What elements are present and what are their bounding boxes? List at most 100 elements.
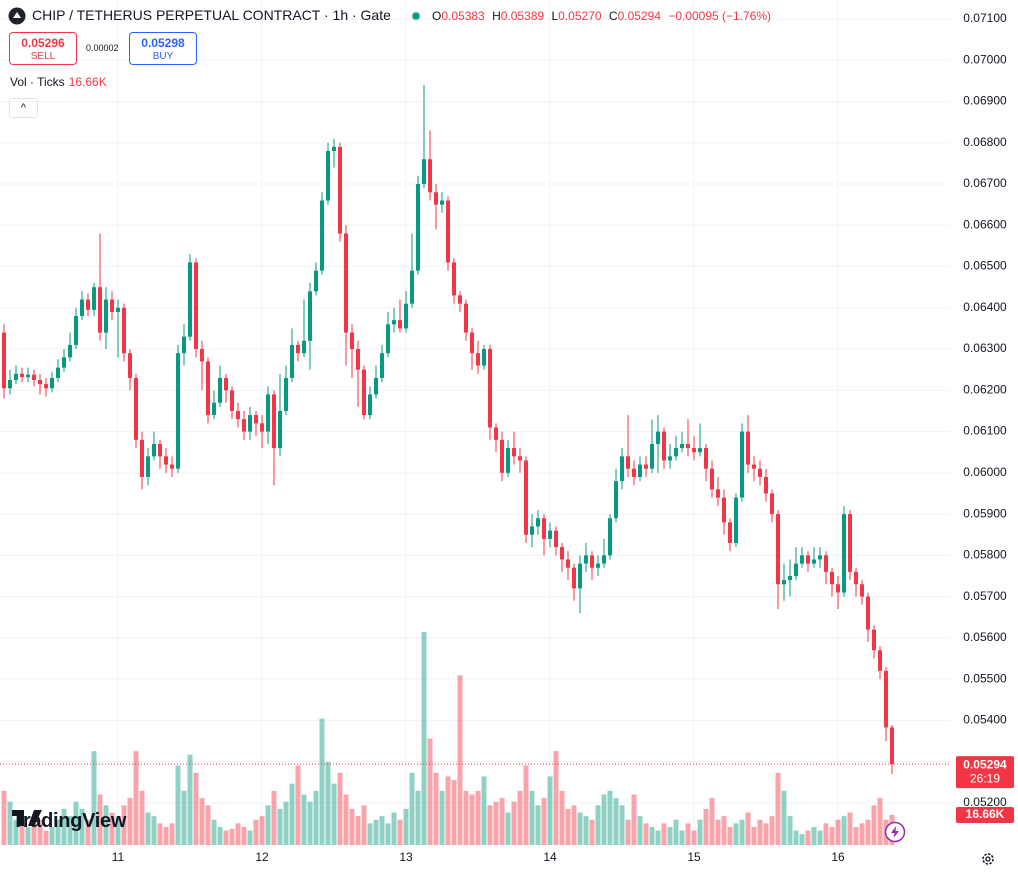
- volume-bar: [829, 826, 835, 845]
- candle-body: [98, 287, 102, 333]
- candle-body: [578, 563, 582, 589]
- volume-bar: [427, 738, 433, 845]
- candle-body: [542, 518, 546, 539]
- volume-value-label: 16.66K: [966, 807, 1005, 821]
- candle-body: [26, 374, 30, 378]
- volume-bar: [211, 819, 217, 845]
- y-tick-label: 0.06900: [963, 94, 1007, 108]
- candle-body: [164, 456, 168, 465]
- y-tick-label: 0.05800: [963, 548, 1007, 562]
- volume-bar: [175, 765, 181, 845]
- y-tick-label: 0.07000: [963, 52, 1007, 66]
- last-price-box: [956, 756, 1014, 789]
- volume-bar: [1, 790, 7, 845]
- x-tick-label: 12: [255, 850, 269, 864]
- volume-bar: [559, 790, 565, 845]
- volume-bar: [139, 790, 145, 845]
- volume-bar: [391, 812, 397, 845]
- candle-body: [278, 410, 282, 449]
- candle-body: [284, 377, 288, 411]
- volume-bar: [163, 826, 169, 845]
- candle-body: [476, 353, 480, 366]
- candle-body: [818, 555, 822, 560]
- volume-bar: [805, 830, 811, 845]
- candle-body: [836, 584, 840, 593]
- volume-bar: [13, 819, 19, 845]
- candle-body: [302, 340, 306, 354]
- candle-body: [608, 518, 612, 556]
- candle-body: [200, 349, 204, 362]
- sell-price: 0.05296: [21, 36, 65, 50]
- volume-bar: [313, 790, 319, 845]
- volume-bar: [331, 783, 337, 845]
- volume-bar: [583, 816, 589, 845]
- y-tick-label: 0.05400: [963, 713, 1007, 727]
- candle-body: [440, 200, 444, 205]
- legend-key: O: [432, 9, 442, 23]
- candle-body: [308, 291, 312, 341]
- volume-bar: [595, 805, 601, 845]
- volume-bar: [589, 819, 595, 845]
- settings-button[interactable]: [979, 850, 997, 868]
- y-tick-label: 0.06000: [963, 465, 1007, 479]
- volume-bar: [133, 751, 139, 845]
- volume-bar: [433, 772, 439, 845]
- candle-body: [122, 307, 126, 354]
- candle-body: [770, 493, 774, 515]
- volume-bar: [751, 826, 757, 845]
- volume-bar: [703, 808, 709, 845]
- grid: [0, 0, 950, 845]
- volume-bar: [403, 808, 409, 845]
- candle-body: [740, 431, 744, 498]
- volume-bar: [241, 826, 247, 845]
- volume-bar: [727, 826, 733, 845]
- volume-bar: [217, 826, 223, 845]
- volume-bar: [337, 772, 343, 845]
- volume-bar: [397, 819, 403, 845]
- volume-bar: [859, 823, 865, 845]
- x-tick-label: 16: [831, 850, 845, 864]
- volume-bar: [409, 772, 415, 845]
- volume-bar: [685, 823, 691, 845]
- y-tick-label: 0.06700: [963, 176, 1007, 190]
- x-tick-label: 11: [112, 850, 125, 864]
- volume-value-box: [956, 807, 1014, 823]
- candle-body: [800, 555, 804, 564]
- volume-bar: [247, 830, 253, 845]
- volume-bar: [505, 812, 511, 845]
- legend-key: H: [492, 9, 501, 23]
- volume-bar: [205, 805, 211, 845]
- candle-body: [350, 332, 354, 350]
- candle-body: [452, 262, 456, 296]
- volume-bar: [445, 776, 451, 845]
- candle-body: [374, 377, 378, 395]
- candle-body: [590, 555, 594, 568]
- candle-body: [128, 353, 132, 378]
- candle-body: [806, 555, 810, 564]
- buy-button[interactable]: 0.05298 BUY: [129, 32, 197, 65]
- volume-bar: [835, 819, 841, 845]
- volume-bar: [631, 794, 637, 845]
- candle-body: [584, 555, 588, 564]
- volume-bar: [481, 776, 487, 845]
- candle-body: [236, 410, 240, 420]
- candle-body: [680, 443, 684, 449]
- candle-body: [230, 390, 234, 411]
- volume-bar: [655, 830, 661, 845]
- lightning-button[interactable]: [884, 821, 906, 843]
- volume-bar: [259, 816, 265, 845]
- volume-bar: [691, 830, 697, 845]
- candle-body: [560, 547, 564, 560]
- y-tick-label: 0.05600: [963, 630, 1007, 644]
- volume-bar: [865, 819, 871, 845]
- collapse-button[interactable]: ^: [9, 98, 38, 118]
- candle-body: [176, 353, 180, 469]
- sell-button[interactable]: 0.05296 SELL: [9, 32, 77, 65]
- legend-change: −0.00095 (−1.76%): [668, 9, 772, 23]
- candle-body: [536, 518, 540, 527]
- candle-body: [860, 584, 864, 597]
- volume-bar: [637, 816, 643, 845]
- volume-legend: Vol · Ticks 16.66K: [10, 75, 107, 89]
- countdown-label: 26:19: [970, 771, 1000, 785]
